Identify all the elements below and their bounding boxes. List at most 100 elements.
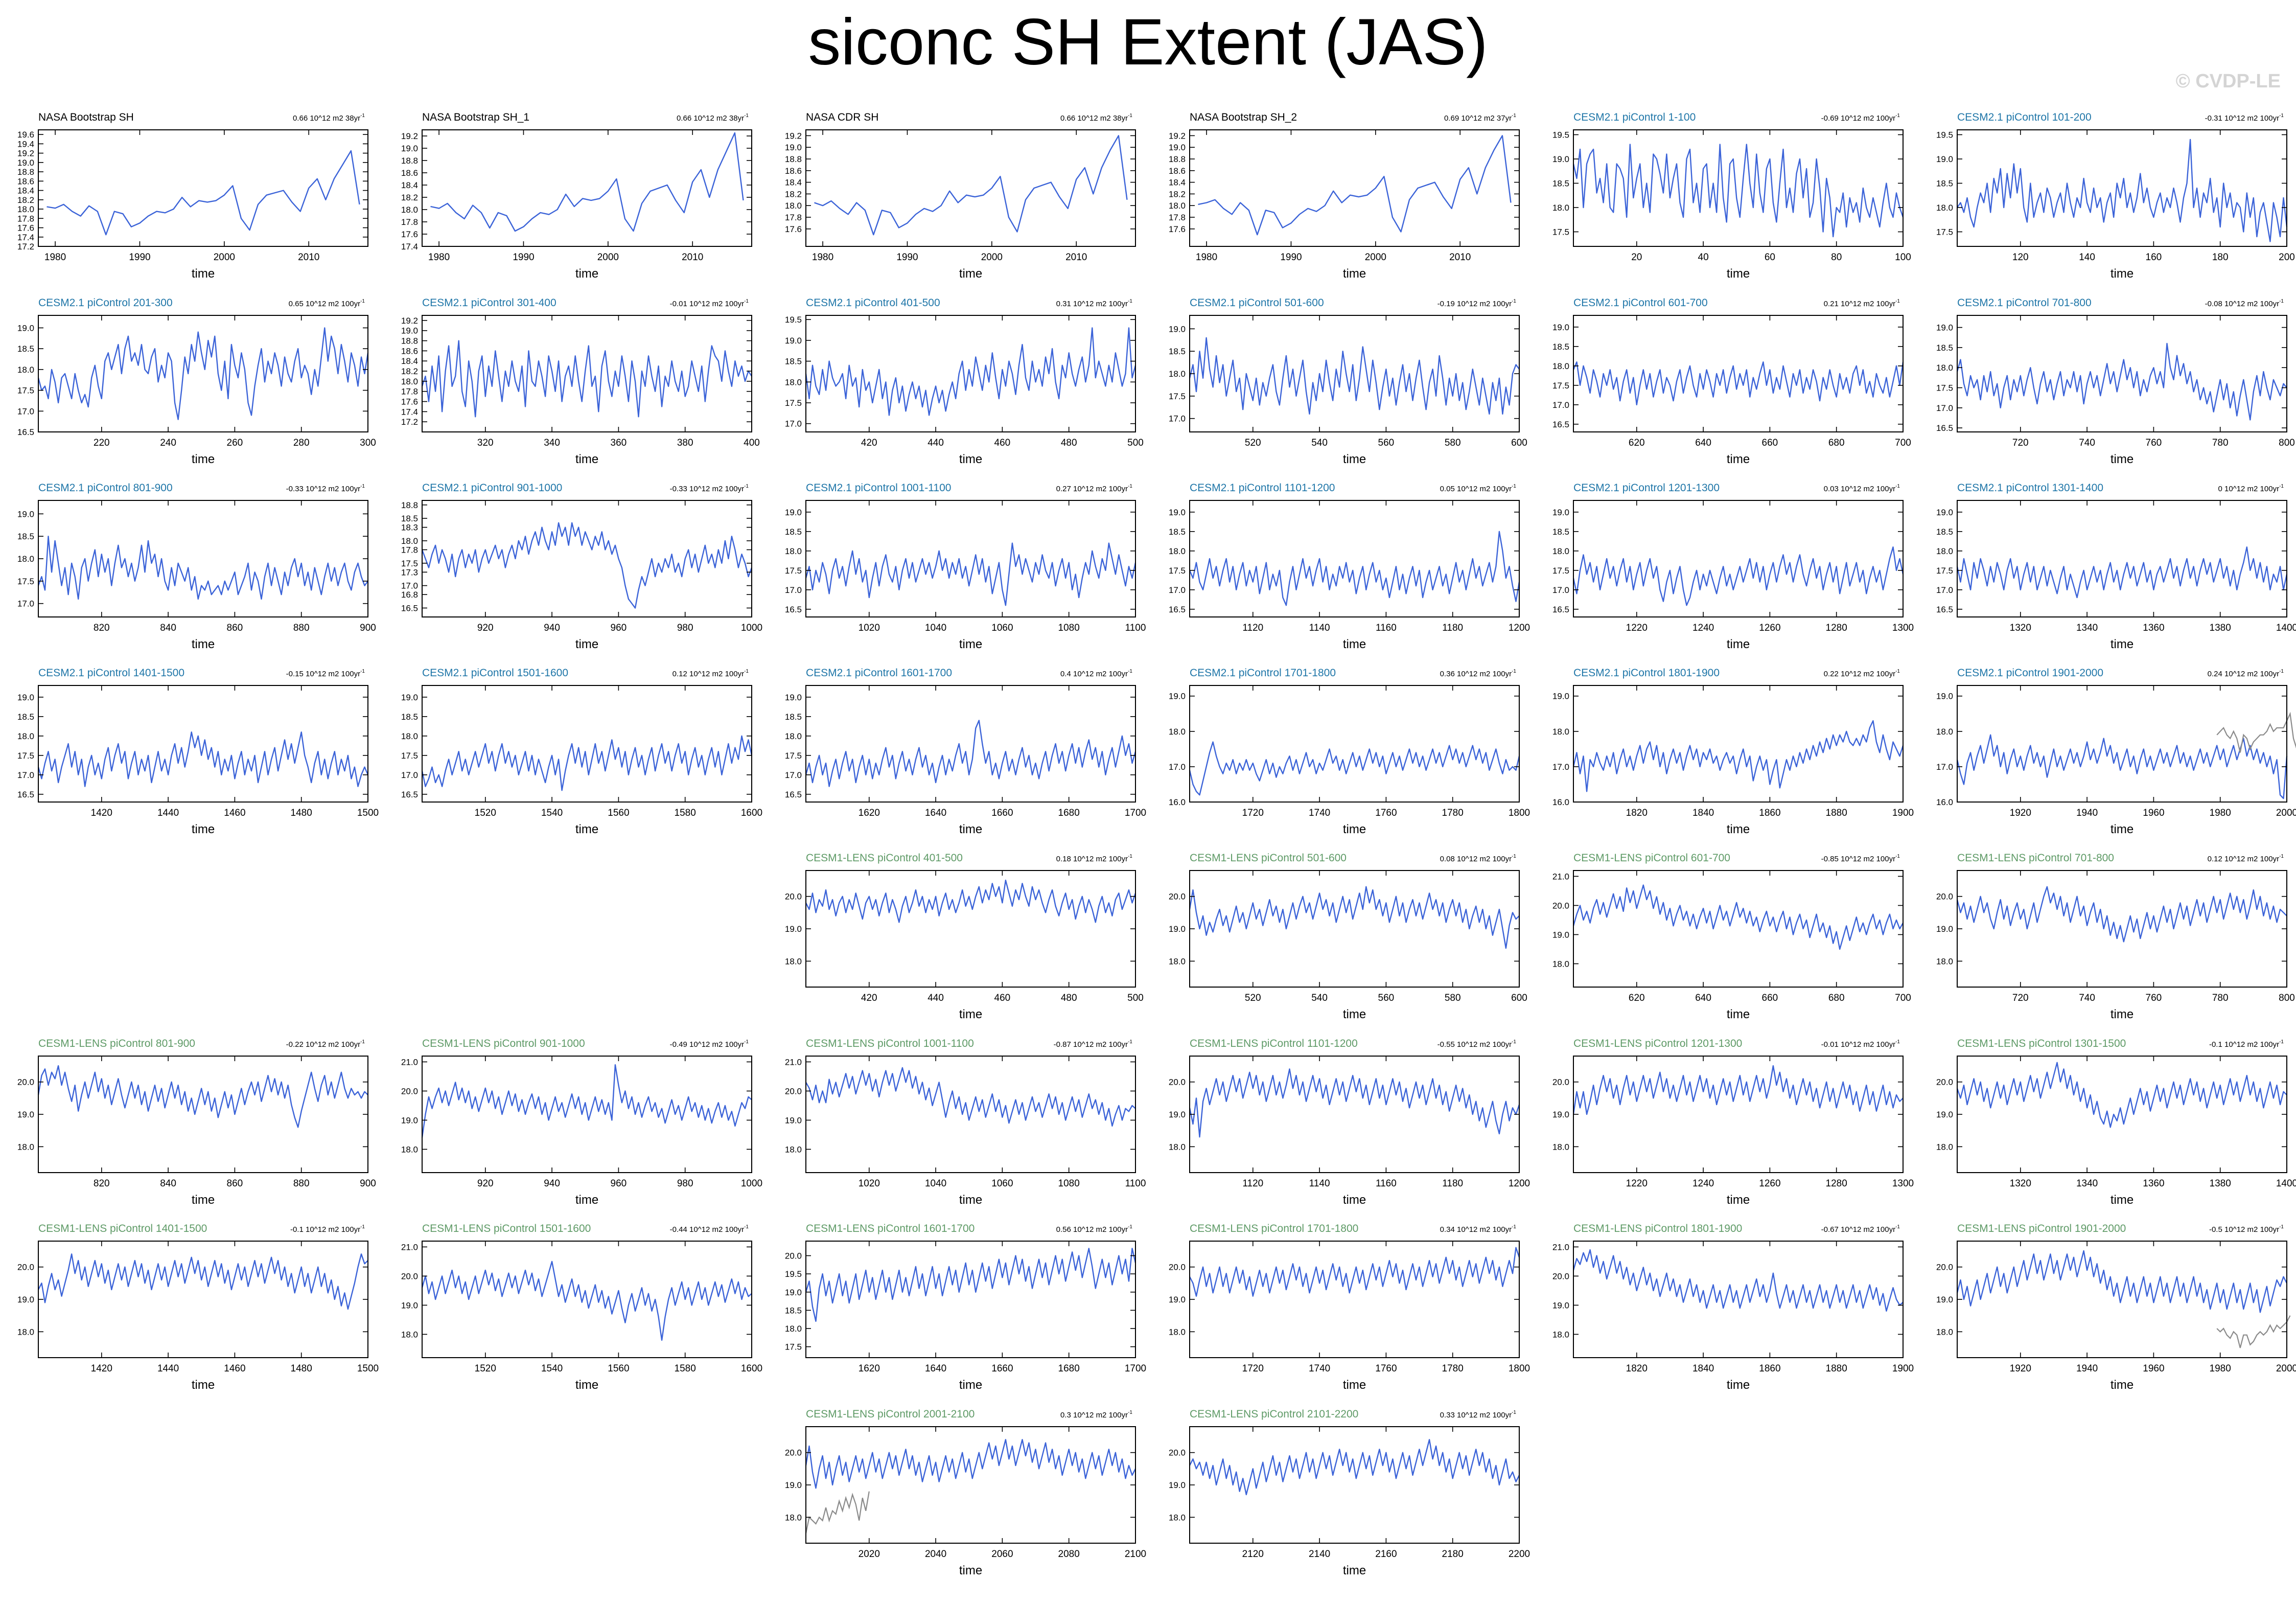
y-tick-label: 18.4 xyxy=(785,178,802,188)
x-axis-label: time xyxy=(1727,822,1750,836)
plot-frame xyxy=(1573,1241,1904,1358)
y-tick-label: 16.5 xyxy=(17,427,34,437)
x-tick-label: 1620 xyxy=(859,808,880,818)
panel-title: CESM1-LENS piControl 1501-1600 xyxy=(422,1223,591,1234)
y-tick-label: 19.0 xyxy=(1552,323,1569,332)
x-tick-label: 1780 xyxy=(1442,1363,1464,1374)
x-axis-label: time xyxy=(1343,1193,1366,1207)
y-tick-label: 18.6 xyxy=(785,166,802,176)
x-tick-label: 80 xyxy=(1831,252,1842,263)
plot-frame xyxy=(1957,500,2287,617)
panel-title: CESM1-LENS piControl 1901-2000 xyxy=(1957,1223,2126,1234)
x-tick-label: 100 xyxy=(1895,252,1911,263)
y-tick-label: 18.5 xyxy=(1936,179,1953,189)
x-axis-label: time xyxy=(192,1378,215,1392)
plot-frame xyxy=(422,1056,752,1173)
trend-unit-exponent: -1 xyxy=(1512,484,1516,489)
y-tick-label: 18.0 xyxy=(1169,727,1186,737)
x-tick-label: 1400 xyxy=(2276,1178,2296,1189)
x-tick-label: 760 xyxy=(2146,438,2162,448)
y-tick-label: 20.0 xyxy=(785,1448,802,1458)
trend-unit-exponent: -1 xyxy=(744,669,749,674)
y-tick-label: 18.0 xyxy=(17,1142,34,1152)
panel-title: CESM2.1 piControl 301-400 xyxy=(422,297,556,309)
y-tick-label: 18.0 xyxy=(1552,1330,1569,1339)
y-tick-label: 19.0 xyxy=(785,1480,802,1490)
chart-panel: CESM1-LENS piControl 1201-1300 -0.01 10^1… xyxy=(1552,1038,1914,1207)
x-tick-label: 540 xyxy=(1311,438,1328,448)
panel-trend-label: 0.12 10^12 m2 100yr-1 xyxy=(2208,854,2284,863)
chart-panel: CESM1-LENS piControl 601-700 -0.85 10^12 … xyxy=(1552,852,1911,1021)
y-tick-label: 18.5 xyxy=(1169,527,1186,537)
x-tick-label: 1840 xyxy=(1692,1363,1714,1374)
x-tick-label: 1200 xyxy=(1509,623,1530,633)
y-tick-label: 20.0 xyxy=(1169,892,1186,902)
x-tick-label: 400 xyxy=(744,438,760,448)
y-tick-label: 17.6 xyxy=(401,397,418,407)
x-axis-label: time xyxy=(575,822,598,836)
x-tick-label: 1880 xyxy=(1826,808,1847,818)
data-series-line xyxy=(430,132,744,232)
x-axis-label: time xyxy=(1727,1378,1750,1392)
trend-unit-exponent: -1 xyxy=(2279,1039,2284,1045)
x-tick-label: 1540 xyxy=(541,1363,563,1374)
y-tick-label: 20.0 xyxy=(17,1078,34,1087)
x-tick-label: 2100 xyxy=(1125,1549,1146,1560)
chart-panel: CESM1-LENS piControl 1801-1900 -0.67 10^1… xyxy=(1552,1223,1914,1392)
y-tick-label: 19.0 xyxy=(17,1110,34,1119)
x-tick-label: 1800 xyxy=(1509,1363,1530,1374)
y-tick-label: 18.0 xyxy=(401,536,418,546)
plot-frame xyxy=(805,685,1136,803)
panel-trend-label: 0.24 10^12 m2 100yr-1 xyxy=(2208,669,2284,678)
chart-panel: CESM2.1 piControl 1401-1500 -0.15 10^12 m… xyxy=(17,667,379,836)
x-tick-label: 2000 xyxy=(597,252,619,263)
chart-panel: CESM2.1 piControl 801-900 -0.33 10^12 m2 … xyxy=(17,482,376,651)
data-series-line xyxy=(37,1065,368,1128)
x-tick-label: 1660 xyxy=(991,1363,1013,1374)
panel-trend-label: 0.65 10^12 m2 100yr-1 xyxy=(289,299,365,308)
y-tick-label: 18.0 xyxy=(1552,546,1569,556)
x-tick-label: 1880 xyxy=(1826,1363,1847,1374)
y-tick-label: 17.5 xyxy=(1936,227,1953,237)
y-tick-label: 18.0 xyxy=(785,1144,802,1154)
plot-frame xyxy=(38,500,368,617)
plot-frame xyxy=(38,1056,368,1173)
x-tick-label: 880 xyxy=(293,623,310,633)
y-tick-label: 20.0 xyxy=(401,1271,418,1281)
y-tick-label: 18.4 xyxy=(401,356,418,366)
x-tick-label: 480 xyxy=(1061,993,1077,1003)
y-tick-label: 19.2 xyxy=(401,316,418,326)
x-tick-label: 1980 xyxy=(2210,808,2231,818)
panel-title: CESM2.1 piControl 1-100 xyxy=(1573,111,1696,123)
plot-frame xyxy=(1189,129,1520,247)
chart-panel: CESM1-LENS piControl 1301-1500 -0.1 10^12… xyxy=(1936,1038,2296,1207)
x-tick-label: 580 xyxy=(1445,993,1461,1003)
y-tick-label: 18.0 xyxy=(1169,1513,1186,1522)
data-series-line xyxy=(1956,1062,2287,1128)
y-tick-label: 19.0 xyxy=(1936,508,1953,517)
x-tick-label: 1400 xyxy=(2276,623,2296,633)
y-tick-label: 20.0 xyxy=(1169,1263,1186,1272)
y-tick-label: 19.2 xyxy=(401,131,418,141)
plot-frame xyxy=(1957,870,2287,988)
x-tick-label: 620 xyxy=(1629,438,1645,448)
x-tick-label: 440 xyxy=(927,993,944,1003)
chart-panel: CESM2.1 piControl 901-1000 -0.33 10^12 m2… xyxy=(401,482,762,651)
chart-panel: NASA Bootstrap SH 0.66 10^12 m2 38yr-1 198… xyxy=(17,111,368,281)
y-tick-label: 17.5 xyxy=(1169,392,1186,401)
x-tick-label: 1080 xyxy=(1058,1178,1080,1189)
y-tick-label: 20.0 xyxy=(1552,1078,1569,1087)
panel-trend-label: -0.01 10^12 m2 100yr-1 xyxy=(1821,1039,1900,1049)
chart-panel: CESM1-LENS piControl 901-1000 -0.49 10^12… xyxy=(401,1038,762,1207)
y-tick-label: 17.4 xyxy=(17,233,34,242)
trend-unit-exponent: -1 xyxy=(1512,1224,1516,1230)
y-tick-label: 19.0 xyxy=(1552,508,1569,517)
panel-title: CESM2.1 piControl 401-500 xyxy=(806,297,940,309)
panel-title: CESM2.1 piControl 1801-1900 xyxy=(1573,667,1720,679)
y-tick-label: 18.0 xyxy=(17,1327,34,1337)
y-tick-label: 17.0 xyxy=(1169,585,1186,595)
data-series-line xyxy=(1572,361,1904,405)
x-axis-label: time xyxy=(2111,452,2133,466)
panel-title: CESM1-LENS piControl 701-800 xyxy=(1957,852,2114,864)
chart-panel: CESM2.1 piControl 1901-2000 0.24 10^12 m2… xyxy=(1936,667,2296,836)
